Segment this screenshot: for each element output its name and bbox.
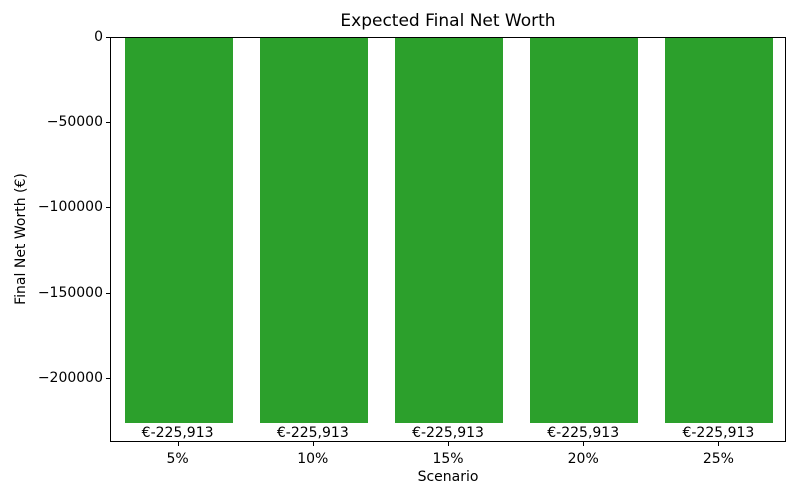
x-axis-label: Scenario bbox=[417, 469, 479, 485]
x-tick-label: 10% bbox=[297, 451, 329, 467]
y-axis-label: Final Net Worth (€) bbox=[13, 173, 29, 305]
x-tick-mark bbox=[177, 442, 179, 446]
y-tick-label: −150000 bbox=[37, 284, 103, 301]
chart-title: Expected Final Net Worth bbox=[340, 11, 556, 31]
bar-10% bbox=[259, 38, 368, 423]
x-tick-mark bbox=[583, 442, 585, 446]
bar-20% bbox=[530, 38, 639, 423]
x-tick-mark bbox=[718, 442, 720, 446]
x-tick-mark bbox=[448, 442, 449, 446]
plot-area bbox=[110, 37, 786, 442]
bar-15% bbox=[394, 38, 504, 423]
x-tick-mark bbox=[312, 442, 314, 446]
x-tick-label: 15% bbox=[432, 451, 464, 467]
y-tick-mark bbox=[106, 377, 110, 379]
x-tick-label: 25% bbox=[702, 451, 734, 467]
y-tick-mark bbox=[106, 37, 110, 38]
bar-value-label: €-225,913 bbox=[547, 424, 620, 441]
y-tick-mark bbox=[106, 207, 110, 209]
bar-value-label: €-225,913 bbox=[141, 424, 214, 441]
bar-5% bbox=[124, 38, 233, 423]
bar-value-label: €-225,913 bbox=[682, 424, 755, 441]
y-tick-label: 0 bbox=[94, 29, 103, 45]
x-tick-label: 20% bbox=[567, 451, 599, 467]
y-tick-label: −100000 bbox=[37, 199, 103, 216]
bar-value-label: €-225,913 bbox=[412, 424, 484, 441]
x-tick-label: 5% bbox=[166, 451, 189, 467]
bar-value-label: €-225,913 bbox=[276, 424, 349, 441]
y-tick-mark bbox=[106, 292, 110, 294]
y-tick-label: −50000 bbox=[46, 114, 103, 131]
bar-25% bbox=[665, 38, 774, 423]
y-tick-label: −200000 bbox=[37, 369, 103, 386]
y-tick-mark bbox=[106, 122, 110, 124]
